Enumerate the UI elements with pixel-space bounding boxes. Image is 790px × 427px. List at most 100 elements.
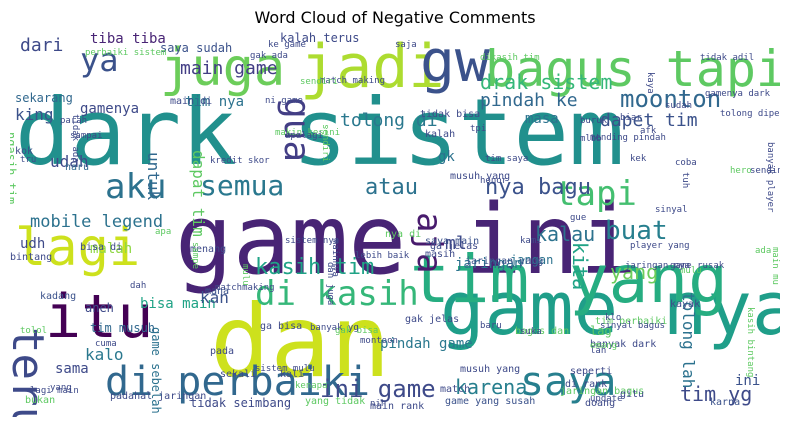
word: tim yg: [680, 382, 753, 406]
word: tuh: [680, 172, 690, 189]
word: dapet tim: [600, 110, 698, 131]
word: dari: [20, 35, 64, 56]
word: sinyal: [655, 205, 688, 215]
word: di perbaiki: [105, 359, 370, 405]
word: sistem nya: [285, 236, 340, 246]
word: yang: [50, 383, 72, 393]
word: tim saya: [485, 154, 529, 164]
word: gw: [420, 32, 490, 95]
word: mlbb: [580, 134, 602, 144]
word: gitu: [620, 389, 645, 400]
word: mobile legend: [30, 212, 164, 232]
word: drak sistem: [480, 70, 613, 94]
word: aku: [105, 167, 167, 207]
word: bagus tapi: [485, 40, 780, 98]
word: game yang susah: [445, 396, 536, 407]
word: update: [590, 394, 623, 404]
word-cloud: dark sistem game ini dan game nya tim yang ja…: [10, 32, 780, 417]
word: matchmaking: [215, 283, 275, 293]
word: gamenya: [80, 101, 140, 117]
word: honor: [480, 176, 508, 186]
word: udh: [20, 236, 46, 252]
word: karna: [710, 397, 741, 408]
word: pindah game: [380, 336, 473, 352]
word: match making: [320, 76, 386, 86]
word: suka: [520, 327, 542, 337]
word: dark sistem: [15, 79, 625, 186]
word: buruk: [580, 116, 608, 126]
word: game rusak: [670, 261, 725, 271]
word: montoon: [360, 336, 398, 346]
word: ga bisa: [260, 321, 303, 332]
word: tidak ada: [70, 114, 80, 163]
word: ngasih tim: [10, 132, 18, 205]
word: banyak dark: [590, 339, 657, 350]
word: di rank: [565, 379, 608, 390]
word: tolol: [20, 326, 48, 336]
word: apa: [155, 227, 172, 237]
word: musuh yang: [460, 364, 521, 375]
word: musuh yang: [450, 171, 511, 182]
word: lagi main: [30, 386, 79, 396]
word: lah: [590, 346, 607, 356]
word: ni game: [265, 96, 303, 106]
word: main rank: [370, 401, 425, 412]
word: kali: [280, 369, 305, 380]
word: tim nya: [185, 94, 245, 110]
word: bukan: [25, 395, 56, 406]
word: tolong di: [340, 110, 438, 131]
word: gue: [570, 213, 587, 223]
word: pada: [210, 346, 235, 357]
word: ini: [735, 373, 761, 389]
word: kaya: [645, 72, 655, 94]
word: bisa di: [80, 242, 123, 253]
word: udah: [50, 152, 89, 171]
word: ml: [445, 233, 467, 254]
word: di kasih: [255, 274, 419, 314]
word: jaringan yang: [465, 256, 544, 267]
word: tpi: [470, 124, 487, 134]
word: sistem mulu: [255, 364, 315, 374]
word: main mu: [770, 247, 780, 285]
word: kan: [200, 288, 229, 307]
word: saya main: [425, 236, 480, 247]
word: saya sudah: [160, 41, 233, 55]
word: kalau: [535, 222, 596, 246]
word: masa: [525, 111, 559, 127]
word: nya bagu: [485, 175, 591, 200]
chart-title: Word Cloud of Negative Comments: [254, 8, 536, 27]
word: bisa main: [140, 296, 216, 312]
word: kalo: [85, 345, 124, 364]
word: seperti: [570, 366, 613, 377]
word: itu: [45, 282, 154, 352]
word: jadi: [300, 32, 445, 102]
word: parah: [60, 116, 88, 126]
word: gamenya dark: [705, 89, 771, 99]
word: mending pindah: [590, 133, 666, 143]
word: gak ada: [250, 51, 288, 61]
word: cuma: [95, 339, 117, 349]
word: yang tidak: [305, 396, 366, 407]
word: menang: [190, 244, 227, 255]
word: ga jelas: [430, 241, 479, 252]
word: kadang: [40, 291, 77, 302]
word: mulu: [680, 266, 702, 276]
word: banyak player: [765, 142, 775, 213]
word: kami: [520, 236, 542, 246]
word: main game: [180, 58, 278, 79]
word: player yang: [630, 241, 690, 251]
word: kenapa: [295, 381, 328, 391]
word: kalah: [425, 129, 456, 140]
word: apalagi: [285, 131, 323, 141]
word: kayak: [670, 299, 701, 310]
word: nih: [370, 399, 387, 409]
word: kek: [630, 154, 647, 164]
word: ya: [80, 41, 119, 79]
word: dah: [130, 281, 147, 291]
word: haru: [65, 162, 90, 173]
word: kok: [15, 146, 34, 157]
word: afk: [640, 126, 657, 136]
word: match: [440, 384, 471, 395]
word: gak jelas: [405, 314, 460, 325]
